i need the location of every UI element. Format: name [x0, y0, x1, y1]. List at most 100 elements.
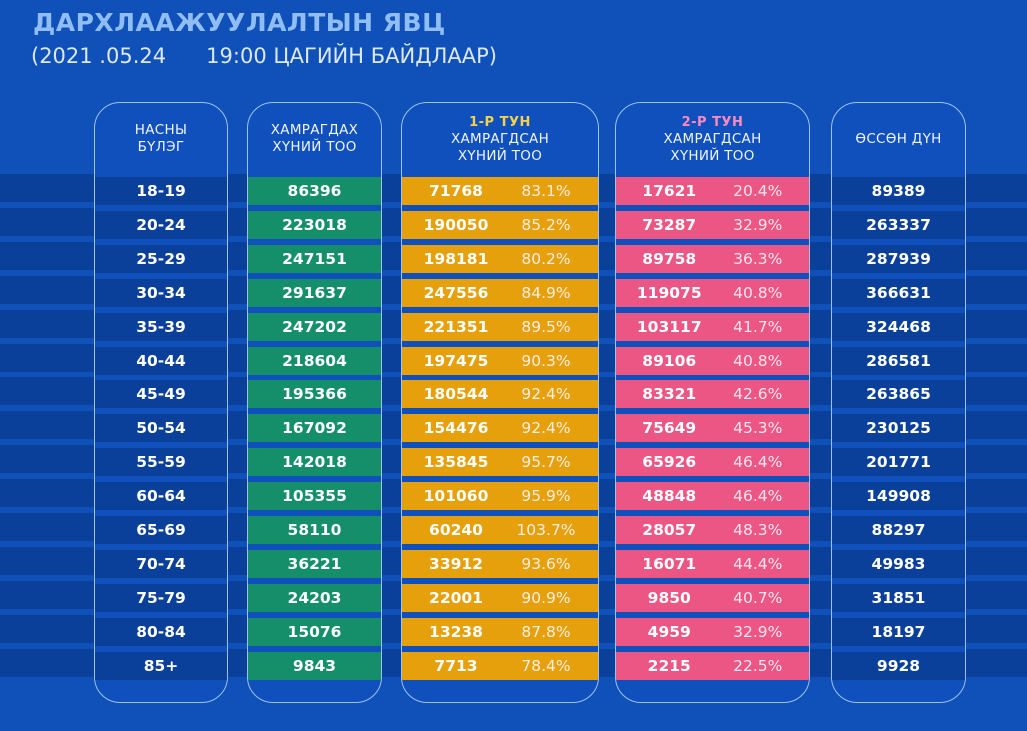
table-cell-dose1: 221351 89.5%: [402, 312, 598, 341]
column-cumulative: ӨССӨН ДҮН 89389 263337 287939 366631 324468 2…: [831, 102, 966, 703]
eligible-value: 167092: [282, 419, 347, 438]
table-cell-cumulative: 9928: [832, 651, 965, 680]
table-cell-eligible: 167092: [248, 414, 381, 443]
column-header: ХАМРАГДАХ ХҮНИЙ ТОО: [248, 103, 381, 175]
table-cell-eligible: 9843: [248, 651, 381, 680]
dose2-percent: 46.4%: [733, 453, 783, 472]
dose2-percent: 48.3%: [733, 521, 783, 539]
table-cell-cumulative: 263865: [832, 380, 965, 409]
eligible-value: 36221: [287, 554, 342, 573]
cumulative-value: 263865: [866, 385, 931, 404]
table-cell-cumulative: 366631: [832, 278, 965, 307]
dose2-value: 4959: [647, 622, 691, 641]
dose2-value: 89106: [642, 351, 697, 370]
header-line: ХҮНИЙ ТОО: [457, 147, 543, 164]
dose1-value: 154476: [423, 419, 489, 438]
dose-label: 1-Р ТУН: [469, 114, 531, 130]
dose1-value: 180544: [423, 385, 489, 404]
table-cell-dose2: 2215 22.5%: [616, 651, 809, 680]
dose1-value: 33912: [429, 554, 483, 573]
age-value: 55-59: [136, 453, 186, 472]
table-cell-eligible: 218604: [248, 346, 381, 375]
column-header: НАСНЫ БҮЛЭГ: [95, 103, 227, 175]
dose1-value: 198181: [423, 249, 489, 268]
table-cell-cumulative: 263337: [832, 210, 965, 239]
age-value: 18-19: [136, 182, 186, 200]
table-cell-age: 55-59: [95, 448, 227, 477]
dose2-percent: 22.5%: [733, 656, 783, 675]
page-title: ДАРХЛААЖУУЛАЛТЫН ЯВЦ: [33, 8, 446, 37]
cumulative-value: 366631: [866, 283, 931, 302]
dose2-percent: 41.7%: [733, 317, 783, 336]
dose2-value: 17621: [642, 182, 697, 200]
table-cell-cumulative: 230125: [832, 414, 965, 443]
dose1-value: 60240: [429, 521, 483, 539]
eligible-value: 142018: [282, 453, 347, 472]
age-value: 65-69: [136, 521, 186, 539]
table-cell-dose2: 73287 32.9%: [616, 210, 809, 239]
dose1-percent: 87.8%: [521, 622, 571, 641]
table-cell-dose2: 16071 44.4%: [616, 549, 809, 578]
age-value: 30-34: [136, 283, 186, 302]
table-cell-dose1: 33912 93.6%: [402, 549, 598, 578]
table-cell-cumulative: 201771: [832, 448, 965, 477]
age-value: 60-64: [136, 487, 186, 506]
dose2-value: 119075: [636, 283, 702, 302]
header-line: НАСНЫ: [134, 122, 188, 138]
eligible-value: 9843: [292, 656, 337, 675]
table-cell-age: 45-49: [95, 380, 227, 409]
table-cell-dose1: 190050 85.2%: [402, 210, 598, 239]
table-cell-age: 75-79: [95, 583, 227, 612]
table-cell-eligible: 36221: [248, 549, 381, 578]
eligible-value: 86396: [287, 182, 342, 200]
cumulative-value: 263337: [866, 215, 931, 234]
table-cell-eligible: 223018: [248, 210, 381, 239]
table-cell-age: 60-64: [95, 482, 227, 511]
dose2-percent: 40.8%: [733, 351, 783, 370]
table-cell-dose1: 198181 80.2%: [402, 244, 598, 273]
table-cell-dose2: 48848 46.4%: [616, 482, 809, 511]
dose1-percent: 89.5%: [521, 317, 571, 336]
header-line: ХҮНИЙ ТОО: [272, 139, 357, 155]
table-cell-cumulative: 89389: [832, 177, 965, 205]
dose2-percent: 45.3%: [733, 419, 783, 438]
cumulative-value: 88297: [871, 521, 926, 539]
dose2-value: 83321: [642, 385, 697, 404]
cumulative-value: 287939: [866, 249, 931, 268]
eligible-value: 58110: [287, 521, 342, 539]
table-cell-age: 80-84: [95, 617, 227, 646]
cumulative-value: 89389: [871, 182, 926, 200]
table-cell-dose2: 83321 42.6%: [616, 380, 809, 409]
table-cell-eligible: 24203: [248, 583, 381, 612]
table-cell-dose2: 89106 40.8%: [616, 346, 809, 375]
age-value: 20-24: [136, 215, 186, 234]
eligible-value: 223018: [282, 215, 347, 234]
dose2-value: 28057: [642, 521, 697, 539]
table-cell-cumulative: 149908: [832, 482, 965, 511]
dose1-percent: 92.4%: [521, 385, 571, 404]
dose1-percent: 84.9%: [521, 283, 571, 302]
header-line: ХАМРАГДАХ: [270, 122, 359, 138]
dose2-value: 65926: [642, 453, 697, 472]
dose2-percent: 32.9%: [733, 215, 783, 234]
table-cell-dose1: 180544 92.4%: [402, 380, 598, 409]
table-cell-eligible: 105355: [248, 482, 381, 511]
dose1-value: 22001: [429, 588, 483, 607]
table-cell-dose1: 154476 92.4%: [402, 414, 598, 443]
dose1-percent: 92.4%: [521, 419, 571, 438]
column-dose2: 2-Р ТУН ХАМРАГДСАН ХҮНИЙ ТОО 17621 20.4% 7…: [615, 102, 810, 703]
column-header: ӨССӨН ДҮН: [832, 103, 965, 175]
column-header: 2-Р ТУН ХАМРАГДСАН ХҮНИЙ ТОО: [616, 103, 809, 175]
table-cell-age: 50-54: [95, 414, 227, 443]
dose1-value: 247556: [423, 283, 489, 302]
table-cell-eligible: 247151: [248, 244, 381, 273]
age-value: 85+: [143, 656, 179, 675]
age-value: 80-84: [136, 622, 186, 641]
dose1-percent: 78.4%: [521, 656, 571, 675]
eligible-value: 24203: [287, 588, 342, 607]
table-cell-cumulative: 286581: [832, 346, 965, 375]
header-line: ХАМРАГДСАН: [450, 130, 550, 147]
age-value: 45-49: [136, 385, 186, 404]
dose2-value: 48848: [642, 487, 697, 506]
table-cell-age: 30-34: [95, 278, 227, 307]
